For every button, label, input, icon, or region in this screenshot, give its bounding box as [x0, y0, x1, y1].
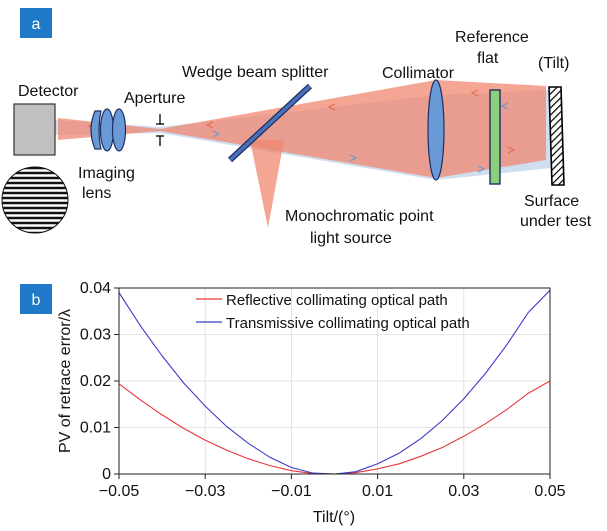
source-label-line2: light source	[310, 230, 392, 247]
tilt-label: (Tilt)	[538, 55, 569, 72]
panel-a-badge-label: a	[32, 16, 41, 33]
surface-under-test	[548, 86, 565, 186]
source-label-line1: Monochromatic point	[285, 208, 434, 225]
x-tick-label: −0.05	[99, 483, 140, 500]
surface-label-line2: under test	[520, 213, 592, 230]
panel-b-badge-label: b	[32, 292, 41, 309]
collimator	[427, 79, 445, 181]
legend: Reflective collimating optical path Tran…	[196, 292, 470, 332]
detector-label: Detector	[18, 83, 79, 100]
y-tick-label: 0.01	[80, 420, 111, 437]
chart-series	[119, 289, 550, 474]
detector	[13, 103, 56, 156]
imaging-lens	[90, 108, 127, 152]
series-line-reflective	[119, 380, 550, 474]
surface-label-line1: Surface	[524, 193, 579, 210]
y-axis-label: PV of retrace error/λ	[57, 309, 74, 453]
panel-b: b −0.05 −0.03 −0.01 0.01 0.03 0.05 00.010.020…	[20, 280, 566, 526]
y-tick-label: 0.04	[80, 280, 111, 297]
y-tick-label: 0.03	[80, 327, 111, 344]
legend-label-transmissive: Transmissive collimating optical path	[226, 315, 470, 332]
panel-b-badge	[20, 284, 52, 314]
collimator-label: Collimator	[382, 65, 455, 82]
imaging-lens-label-line2: lens	[82, 185, 111, 202]
y-tick-label: 0	[102, 466, 111, 483]
x-tick-label: 0.01	[362, 483, 393, 500]
x-tick-label: 0.03	[448, 483, 479, 500]
x-axis-ticks: −0.05 −0.03 −0.01 0.01 0.03 0.05	[99, 474, 566, 500]
reference-flat	[489, 89, 501, 185]
aperture	[156, 114, 164, 146]
legend-label-reflective: Reflective collimating optical path	[226, 292, 448, 309]
reference-flat-label-line1: Reference	[455, 29, 529, 46]
x-tick-label: −0.01	[271, 483, 312, 500]
interference-fringes	[1, 166, 69, 234]
reference-flat-label-line2: flat	[477, 50, 499, 67]
x-axis-label: Tilt/(°)	[313, 509, 355, 526]
imaging-lens-label-line1: Imaging	[78, 165, 135, 182]
aperture-label: Aperture	[124, 90, 185, 107]
panel-a: a Detector	[1, 8, 592, 247]
x-tick-label: −0.03	[185, 483, 226, 500]
y-axis-ticks: 0 0.01 0.02 0.03 0.04	[80, 280, 119, 483]
wedge-label: Wedge beam splitter	[182, 64, 329, 81]
x-tick-label: 0.05	[534, 483, 565, 500]
panel-a-badge	[20, 8, 52, 38]
y-tick-label: 0.02	[80, 373, 111, 390]
series-line-transmissive	[119, 289, 550, 474]
